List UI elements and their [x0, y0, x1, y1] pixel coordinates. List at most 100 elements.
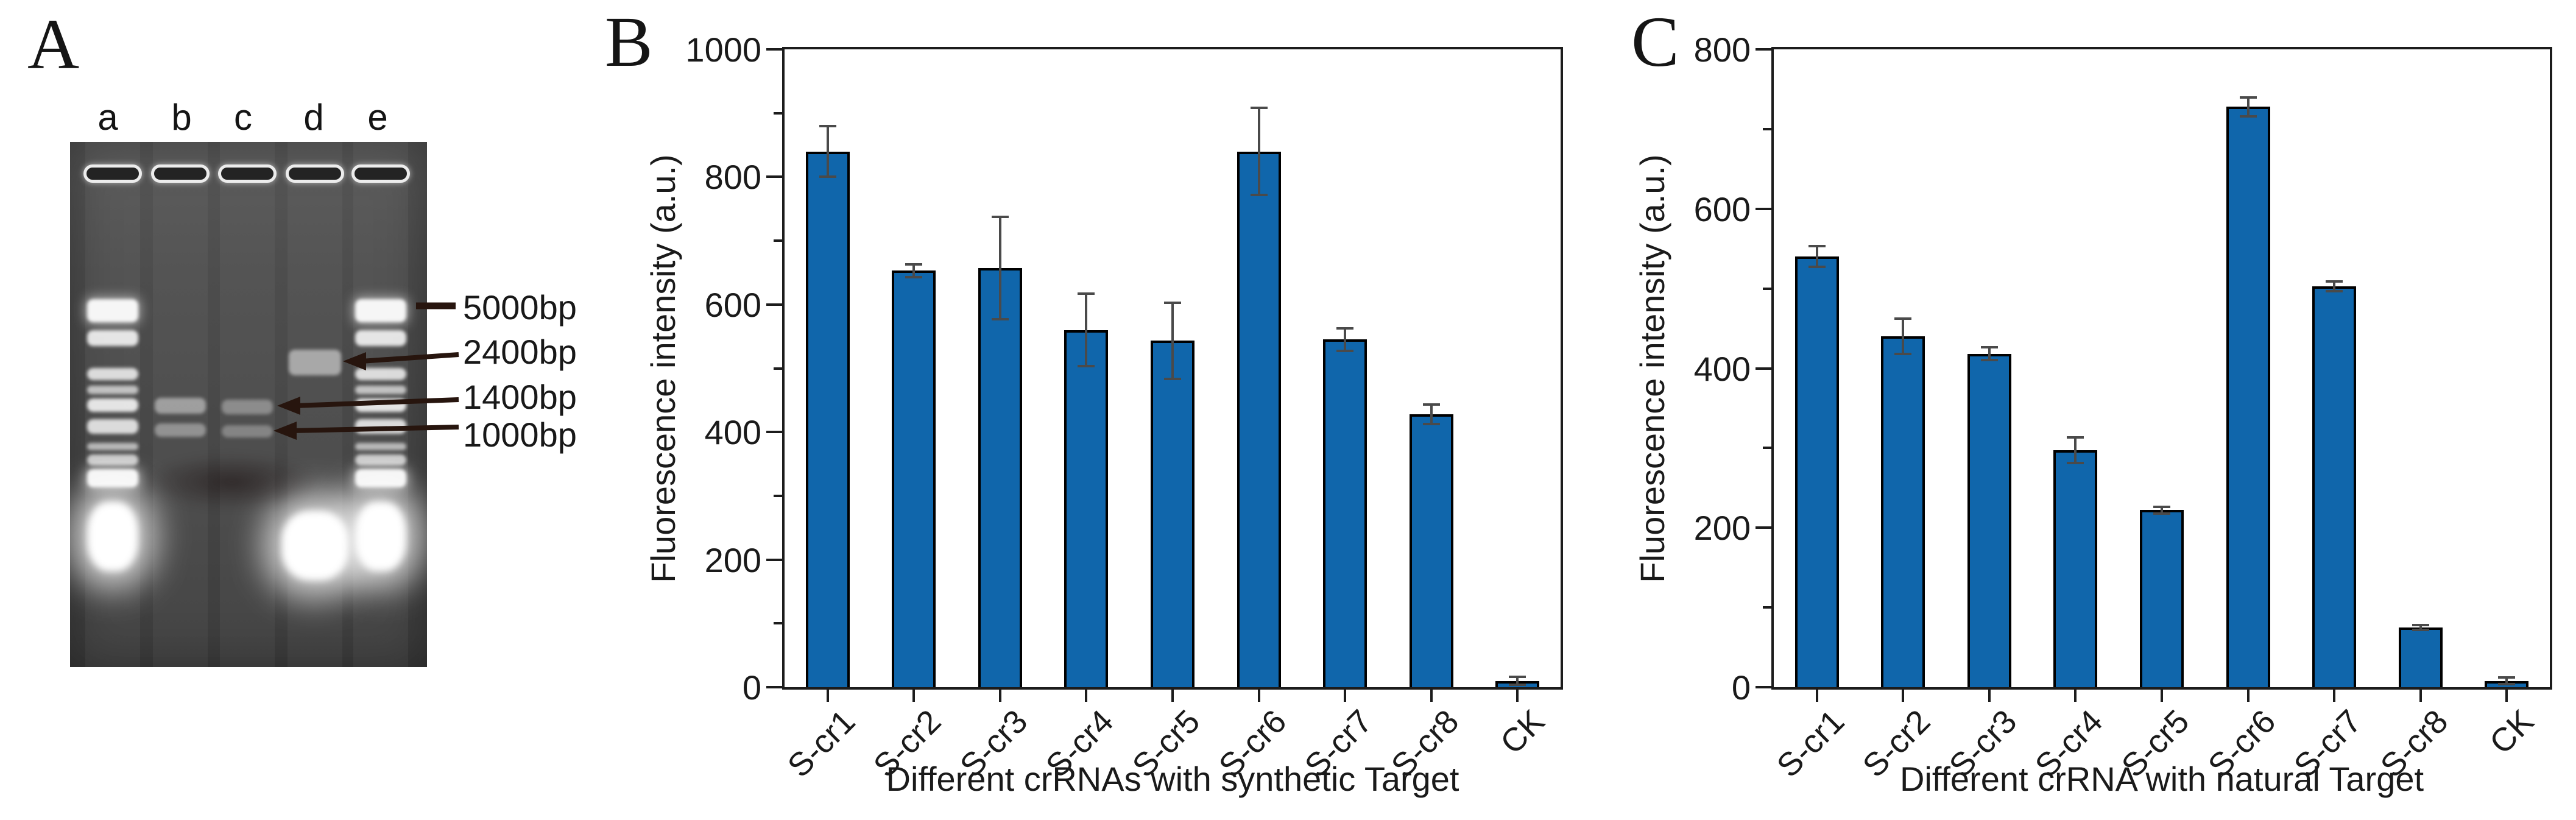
error-cap-high-CK: [1509, 676, 1526, 679]
gel-image: [70, 142, 427, 667]
y-tick-label-800: 800: [704, 158, 761, 197]
band-annotation-arrows: [273, 302, 459, 440]
error-cap-low-CK: [1509, 683, 1526, 686]
bar-S-cr6: [1237, 151, 1281, 687]
error-cap-high-S-cr3: [991, 216, 1009, 219]
lane-label-e: e: [367, 97, 388, 138]
y-minor-tick-300: [774, 494, 782, 497]
y-axis-title: Fluorescence intensity (a.u.): [1633, 154, 1671, 583]
lane-stripe-c: [220, 142, 275, 667]
error-cap-low-S-cr1: [1808, 266, 1826, 269]
x-tick-S-cr3: [998, 690, 1001, 702]
error-cap-low-S-cr4: [1078, 365, 1095, 368]
bar-S-cr4: [2053, 450, 2098, 687]
error-cap-high-S-cr6: [2239, 96, 2257, 99]
error-bar-S-cr8: [2419, 624, 2422, 630]
arrowhead-icon-1000bp: [273, 422, 297, 440]
gel-well-e: [351, 164, 410, 183]
sample-band-d-1: [281, 510, 348, 581]
y-tick-label-200: 200: [1693, 509, 1751, 548]
panel-c-letter: C: [1631, 2, 1679, 82]
error-bar-S-cr7: [2333, 281, 2336, 291]
error-bar-CK: [1516, 677, 1519, 685]
error-cap-low-S-cr8: [1422, 422, 1440, 425]
y-major-tick-600: [1756, 207, 1771, 210]
band-label-2400bp: 2400bp: [463, 333, 577, 371]
y-tick-label-600: 600: [1693, 189, 1751, 228]
bar-S-cr3: [1967, 353, 2011, 687]
ladder-band-a-4: [87, 398, 138, 412]
sample-band-c-0: [222, 400, 273, 414]
error-cap-high-S-cr4: [1078, 292, 1095, 295]
y-tick-label-0: 0: [1731, 668, 1751, 707]
ladder-band-e-6: [355, 443, 406, 450]
y-tick-label-400: 400: [704, 413, 761, 452]
y-tick-label-1000: 1000: [685, 30, 761, 69]
error-bar-S-cr6: [2246, 97, 2250, 116]
error-cap-low-S-cr3: [1980, 359, 1998, 362]
y-minor-tick-500: [1763, 287, 1771, 290]
bar-S-cr5: [1151, 341, 1194, 687]
x-tick-S-cr8: [2419, 690, 2422, 702]
y-axis-title: Fluorescence intensity (a.u.): [644, 154, 682, 583]
arrowhead-icon-1400bp: [277, 397, 300, 415]
error-bar-S-cr8: [1430, 405, 1433, 424]
ladder-band-e-2: [355, 368, 406, 380]
panel-b-letter: B: [605, 2, 653, 82]
ladder-band-a-8: [87, 469, 138, 487]
error-bar-S-cr4: [2074, 437, 2077, 464]
y-major-tick-0: [766, 686, 782, 688]
y-major-tick-1000: [766, 48, 782, 51]
bar-S-cr1: [805, 151, 850, 687]
error-cap-high-S-cr8: [1422, 403, 1440, 406]
error-cap-low-S-cr8: [2412, 628, 2429, 631]
y-minor-tick-300: [1763, 447, 1771, 450]
error-cap-high-S-cr2: [1894, 317, 1912, 320]
annotation-line-1400bp: [295, 397, 459, 408]
ladder-band-a-0: [87, 299, 138, 322]
annotation-line-2400bp: [361, 352, 459, 364]
x-tick-S-cr7: [1344, 690, 1347, 702]
gel-well-b: [151, 164, 210, 183]
y-major-tick-200: [766, 558, 782, 561]
sample-band-d-0: [289, 350, 341, 375]
ladder-band-e-3: [355, 386, 406, 394]
x-tick-S-cr1: [826, 690, 829, 702]
error-cap-high-S-cr8: [2412, 623, 2429, 626]
error-cap-low-S-cr5: [1164, 378, 1181, 381]
ladder-band-a-2: [87, 368, 138, 380]
x-axis-title: Different crRNAs with synthetic Target: [886, 760, 1459, 798]
error-cap-low-S-cr7: [2326, 289, 2343, 292]
x-tick-CK: [2505, 690, 2508, 702]
error-cap-high-S-cr5: [2153, 506, 2170, 509]
ladder-band-e-7: [355, 454, 406, 465]
error-cap-low-S-cr6: [1250, 193, 1268, 196]
y-major-tick-400: [766, 431, 782, 434]
chart-synthetic-target: 0 200 400 600 800 1000 S-cr1 S-cr2 S-cr3 S-cr4 S-c…: [644, 33, 1563, 798]
error-bar-S-cr6: [1257, 108, 1260, 195]
y-tick-label-400: 400: [1693, 349, 1751, 388]
ladder-band-e-1: [355, 330, 406, 346]
gel-smear: [146, 454, 317, 510]
y-tick-label-600: 600: [704, 285, 761, 324]
x-tick-S-cr6: [1257, 690, 1260, 702]
lane-label-a: a: [97, 97, 118, 138]
ladder-band-a-6: [87, 443, 138, 450]
sample-band-c-1: [222, 425, 273, 437]
ladder-band-a-9: [87, 501, 138, 571]
error-cap-low-S-cr7: [1336, 350, 1354, 353]
ladder-band-e-8: [355, 469, 406, 487]
error-bar-S-cr1: [826, 125, 829, 177]
error-cap-high-S-cr3: [1980, 346, 1998, 349]
lane-label-d: d: [303, 97, 324, 138]
x-tick-S-cr3: [1988, 690, 1991, 702]
error-bar-S-cr1: [1815, 246, 1818, 267]
ladder-band-e-9: [355, 501, 406, 571]
x-tick-S-cr8: [1430, 690, 1433, 702]
x-tick-S-cr7: [2333, 690, 2336, 702]
bar-S-cr7: [1323, 339, 1367, 687]
error-bar-S-cr3: [998, 217, 1001, 319]
arrowhead-icon-2400bp: [343, 352, 366, 370]
error-cap-low-S-cr1: [819, 175, 836, 178]
bar-S-cr6: [2226, 107, 2270, 687]
